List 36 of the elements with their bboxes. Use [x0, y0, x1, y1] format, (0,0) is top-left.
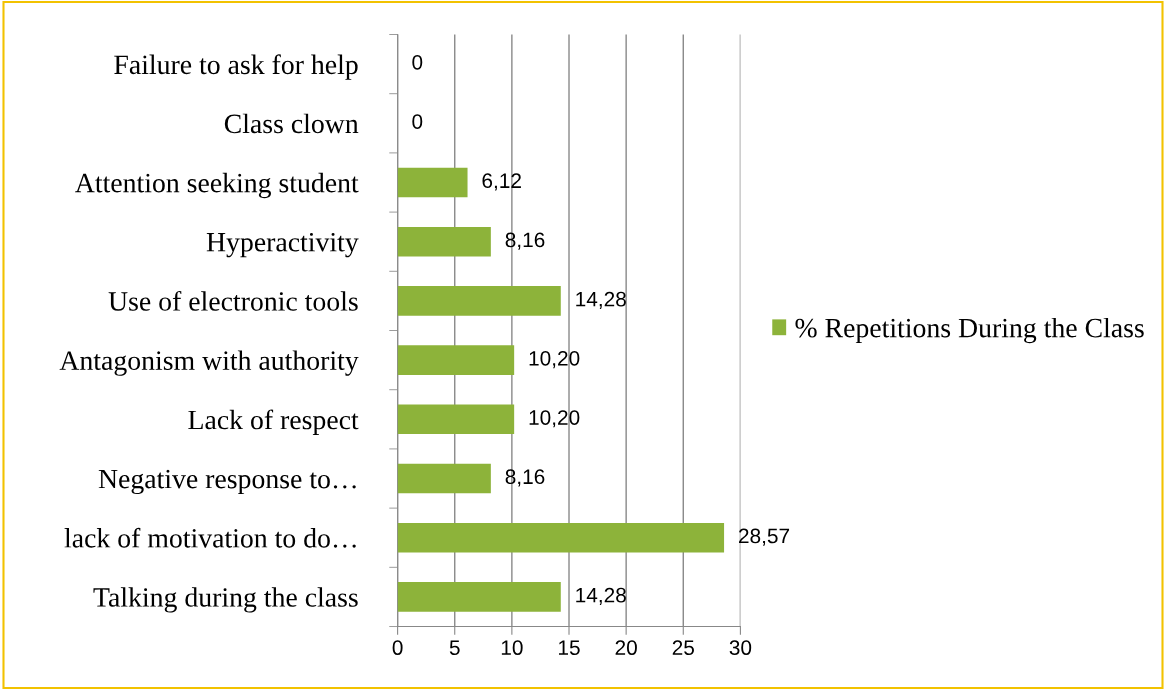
x-tick-label: 10	[501, 640, 523, 656]
data-label: 8,16	[505, 469, 545, 487]
bar	[397, 522, 725, 553]
bar	[397, 582, 561, 612]
bar	[397, 345, 515, 375]
y-tick-label: Lack of respect	[188, 409, 359, 436]
data-label: 14,28	[576, 587, 626, 605]
data-label: 28,57	[739, 528, 790, 546]
data-label: 0	[412, 114, 423, 129]
data-label: 8,16	[505, 232, 545, 250]
x-tick-label: 15	[559, 640, 580, 656]
data-label: 0	[412, 54, 423, 70]
y-tick-label: Use of electronic tools	[108, 290, 358, 311]
bar	[397, 167, 468, 198]
y-tick-label: Negative response to…	[98, 469, 356, 495]
y-tick-label: Hyperactivity	[206, 232, 359, 258]
y-tick-label: Attention seeking student	[75, 172, 359, 199]
x-tick-label: 30	[729, 640, 752, 656]
y-tick-label: Antagonism with authority	[59, 350, 359, 376]
y-tick-label: Failure to ask for help	[114, 54, 358, 80]
bar	[397, 286, 561, 316]
x-tick-label: 25	[672, 640, 694, 656]
x-tick-label: 0	[392, 640, 403, 656]
y-tick-label: lack of motivation to do…	[64, 527, 356, 548]
x-tick-label: 5	[449, 640, 460, 656]
bar	[397, 226, 491, 257]
x-tick-label: 20	[615, 640, 637, 656]
data-label: 10,20	[529, 350, 580, 369]
bar	[397, 404, 515, 435]
data-label: 10,20	[529, 410, 580, 428]
y-tick-label: Class clown	[224, 113, 359, 134]
data-label: 6,12	[482, 173, 521, 191]
legend-label: % Repetitions During the Class	[795, 317, 1144, 344]
data-label: 14,28	[576, 291, 626, 309]
bar	[397, 463, 491, 494]
y-tick-label: Talking during the class	[93, 587, 358, 613]
